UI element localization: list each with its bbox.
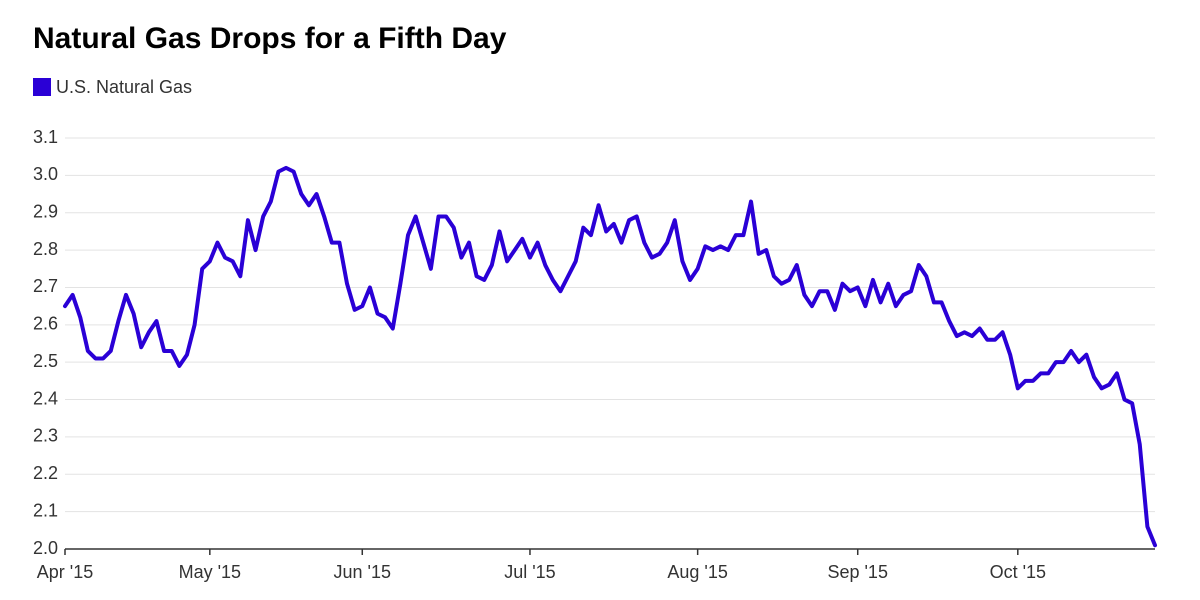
y-tick-label: 2.6 xyxy=(33,314,58,334)
x-tick-label: Sep '15 xyxy=(827,562,888,582)
y-tick-label: 3.0 xyxy=(33,164,58,184)
y-tick-label: 2.0 xyxy=(33,538,58,558)
y-tick-label: 2.4 xyxy=(33,388,58,408)
line xyxy=(63,165,1157,548)
chart-title: Natural Gas Drops for a Fifth Day xyxy=(33,22,507,55)
x-tick-label: Oct '15 xyxy=(990,562,1046,582)
legend-label: U.S. Natural Gas xyxy=(56,77,192,97)
y-tick-label: 2.3 xyxy=(33,426,58,446)
x-tick-label: Apr '15 xyxy=(37,562,93,582)
y-tick-label: 2.2 xyxy=(33,463,58,483)
x-tick-label: Jul '15 xyxy=(504,562,555,582)
y-tick-label: 2.1 xyxy=(33,500,58,520)
legend-swatch xyxy=(33,78,51,96)
y-tick-label: 2.7 xyxy=(33,276,58,296)
y-tick-label: 2.9 xyxy=(33,201,58,221)
y-tick-label: 2.8 xyxy=(33,239,58,259)
x-tick-label: Jun '15 xyxy=(334,562,391,582)
y-tick-label: 3.1 xyxy=(33,127,58,147)
y-tick-label: 2.5 xyxy=(33,351,58,371)
x-tick-label: May '15 xyxy=(179,562,241,582)
x-tick-label: Aug '15 xyxy=(667,562,728,582)
